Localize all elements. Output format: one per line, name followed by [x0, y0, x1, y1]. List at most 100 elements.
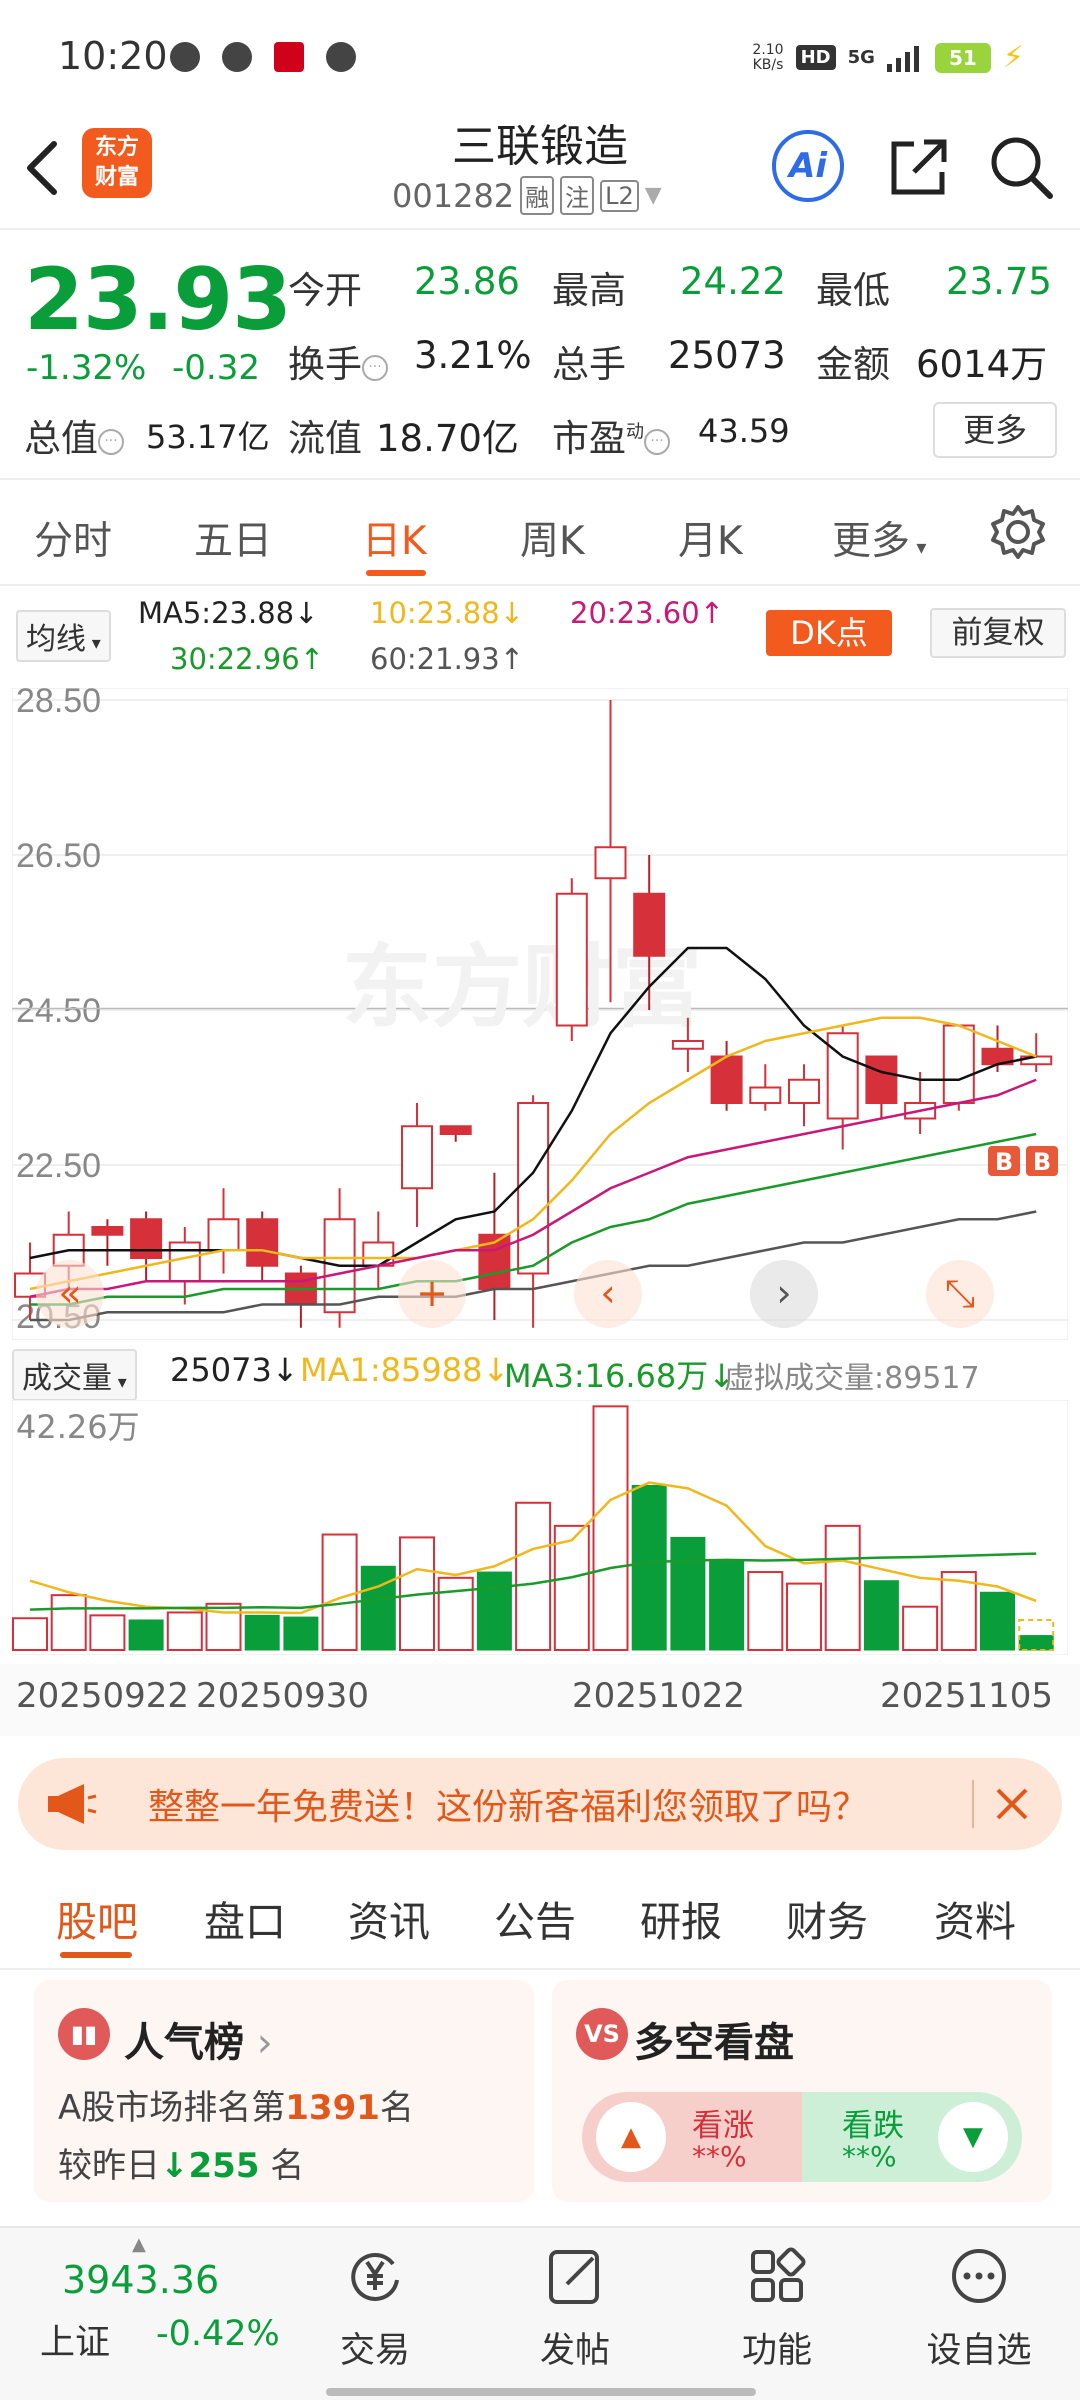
adjustment-button[interactable]: 前复权 [930, 608, 1066, 658]
close-icon[interactable] [982, 1774, 1042, 1834]
vol-ma1-value: MA1:85988↓ [300, 1351, 510, 1389]
info-icon[interactable]: ··· [644, 429, 670, 455]
next-icon[interactable]: › [750, 1260, 818, 1328]
volume-bar [786, 1582, 822, 1651]
svg-text:‹: ‹ [600, 1271, 615, 1315]
candlestick [633, 855, 666, 1010]
low-label: 最低 [816, 269, 890, 312]
stock-name: 三联锻造 [452, 121, 628, 172]
volume-bar [902, 1605, 939, 1651]
pe-label: 市盈动 ··· [552, 408, 670, 462]
tab-daily-k[interactable]: 日K [362, 519, 427, 564]
float-label: 流值 [288, 417, 362, 460]
tabs-divider [0, 584, 1080, 586]
date-label: 20250930 [196, 1676, 370, 1716]
candlestick [710, 1041, 743, 1111]
more-quote-button[interactable]: 更多 [933, 402, 1057, 458]
share-icon[interactable] [884, 132, 954, 202]
tab-news[interactable]: 资讯 [348, 1898, 430, 1946]
tab-finance[interactable]: 财务 [786, 1898, 868, 1946]
indicator-selector[interactable]: 成交量 ▾ [12, 1349, 137, 1401]
ma-selector[interactable]: 均线 ▾ [16, 610, 111, 662]
volume-bar [166, 1611, 203, 1652]
margin-tag: 融 [520, 176, 555, 215]
fullscreen-icon[interactable]: ⤡ [926, 1260, 994, 1328]
candlestick [517, 1095, 550, 1328]
high-value: 24.22 [680, 260, 786, 303]
tab-guba[interactable]: 股吧 [56, 1898, 138, 1946]
popularity-card[interactable]: ▮▮ 人气榜 › A股市场排名第1391名 较昨日↓255 名 [34, 1980, 534, 2202]
volume-bar [515, 1501, 552, 1652]
buy-marker: B [988, 1146, 1020, 1176]
info-icon[interactable]: ··· [362, 355, 388, 381]
candlestick [826, 1025, 859, 1150]
tab-weekly-k[interactable]: 周K [520, 519, 585, 564]
ma60-value: 60:21.93↑ [370, 642, 524, 676]
up-triangle-icon: ▲ [596, 2102, 666, 2172]
candlestick [904, 1072, 937, 1134]
gear-icon[interactable] [988, 502, 1048, 562]
dk-point-button[interactable]: DK点 [766, 610, 892, 656]
candlestick [865, 1055, 898, 1119]
period-tabs: 分时 五日 日K 周K 月K 更多 ▾ [0, 480, 1080, 585]
nav-trade[interactable]: 交易 [310, 2244, 440, 2373]
float-value: 18.70亿 [376, 417, 519, 460]
volume-bar [631, 1484, 667, 1651]
amount-value: 6014万 [916, 343, 1048, 386]
scroll-left-icon[interactable]: « [36, 1260, 104, 1328]
nav-post[interactable]: 发帖 [510, 2244, 640, 2373]
promo-banner[interactable]: 整整一年免费送！这份新客福利您领取了吗？ [18, 1758, 1062, 1850]
tab-monthly-k[interactable]: 月K [678, 519, 743, 564]
ma-line-ma30 [30, 1132, 1037, 1306]
back-arrow-icon[interactable] [22, 138, 62, 198]
open-label: 今开 [288, 269, 362, 312]
ai-assistant-icon[interactable]: Ai [772, 130, 844, 202]
virtual-volume-bar [1018, 1618, 1055, 1651]
nav-watchlist[interactable]: 设自选 [914, 2244, 1044, 2373]
turnover-value: 3.21% [414, 334, 532, 377]
volume-bar [437, 1576, 474, 1651]
candlestick [439, 1125, 472, 1142]
app-logo: 东方 财富 [82, 128, 152, 198]
tab-intraday[interactable]: 分时 [34, 519, 113, 564]
quote-panel: 23.93 -1.32% -0.32 今开 23.86 最高 24.22 最低 … [0, 230, 1080, 480]
y-tick-label: 22.50 [16, 1147, 101, 1185]
volume-bar [1018, 1635, 1054, 1651]
down-arrow-icon: ↓ [160, 2146, 189, 2186]
down-triangle-icon: ▼ [938, 2102, 1008, 2172]
tab-announcements[interactable]: 公告 [494, 1898, 576, 1946]
vote-down-pct: **% [842, 2140, 897, 2173]
vote-up-label: 看涨 [692, 2108, 754, 2144]
candlestick [671, 1017, 704, 1072]
volume-bar [940, 1571, 977, 1651]
candlestick [168, 1227, 201, 1305]
search-icon[interactable] [986, 132, 1056, 202]
battery-icon: 51 [934, 42, 991, 73]
sentiment-card[interactable]: VS 多空看盘 ▲ 看涨 **% 看跌 **% ▼ [552, 1980, 1052, 2202]
nav-functions[interactable]: 功能 [712, 2244, 842, 2373]
tab-five-day[interactable]: 五日 [194, 519, 273, 564]
index-change: -0.42% [156, 2314, 280, 2354]
change-percent: -1.32% [26, 348, 147, 388]
sections-divider [0, 1968, 1080, 1970]
rank-change-line: 较昨日↓255 名 [58, 2146, 305, 2186]
dropdown-triangle-icon[interactable]: ▼ [644, 183, 662, 208]
vote-down-button[interactable]: 看跌 **% ▼ [802, 2092, 1022, 2182]
amount-label: 金额 [816, 343, 890, 386]
info-icon[interactable]: ··· [98, 429, 124, 455]
tab-research[interactable]: 研报 [640, 1898, 722, 1946]
vote-up-button[interactable]: ▲ 看涨 **% [582, 2092, 802, 2182]
zoom-in-icon[interactable]: + [398, 1260, 466, 1328]
volume-bar [283, 1616, 319, 1651]
tab-pankou[interactable]: 盘口 [204, 1898, 286, 1946]
prev-icon[interactable]: ‹ [574, 1260, 642, 1328]
volume-chart[interactable]: 42.26万 [12, 1400, 1068, 1655]
tab-profile[interactable]: 资料 [934, 1898, 1016, 1946]
tab-more[interactable]: 更多 ▾ [832, 519, 927, 564]
turnover-label: 换手 ··· [288, 334, 388, 388]
popularity-title: 人气榜 › [124, 2020, 273, 2066]
ma20-value: 20:23.60↑ [570, 596, 724, 630]
date-label: 20251022 [572, 1676, 746, 1716]
vol-ma-line-ma1 [29, 1481, 1037, 1615]
